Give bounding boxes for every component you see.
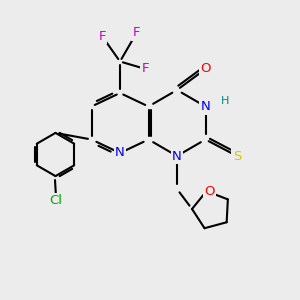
Text: N: N [115,146,125,160]
Text: O: O [204,185,215,198]
Text: S: S [233,149,241,163]
Text: F: F [133,26,140,40]
Text: F: F [98,29,106,43]
Text: F: F [142,62,149,76]
Text: Cl: Cl [49,194,62,208]
Text: H: H [221,95,229,106]
Text: O: O [200,62,211,76]
Text: N: N [172,149,182,163]
Text: N: N [201,100,210,113]
